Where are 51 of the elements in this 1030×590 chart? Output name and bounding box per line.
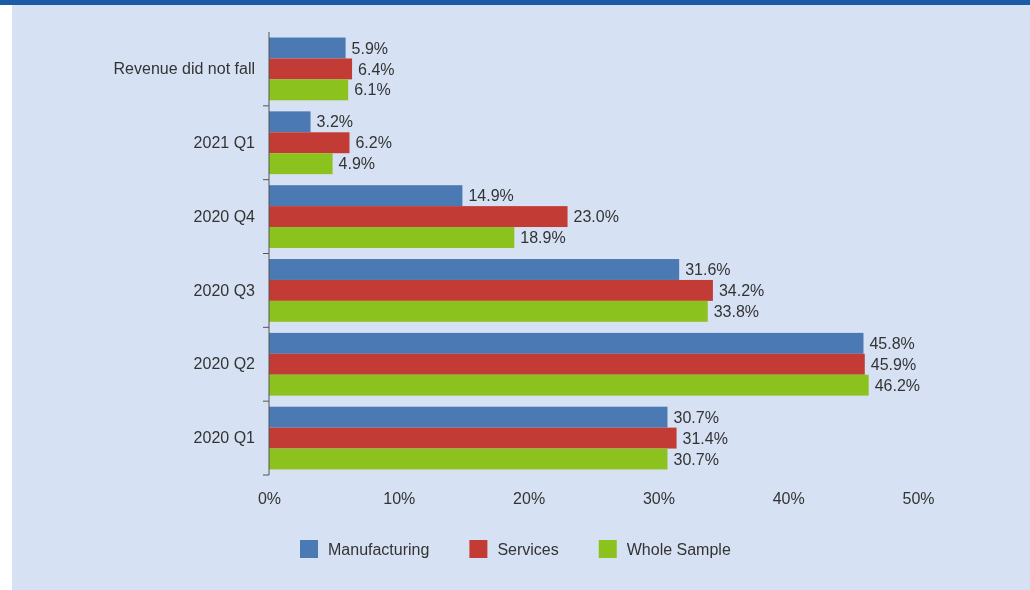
- data-label: 45.9%: [870, 355, 917, 373]
- bar: [269, 300, 708, 322]
- y-tick-label: 2020 Q1: [193, 429, 256, 447]
- x-tick-label: 20%: [513, 490, 546, 508]
- x-tick-label: 30%: [642, 490, 675, 508]
- data-label: 46.2%: [874, 376, 921, 394]
- bar: [269, 353, 865, 375]
- legend-label: Services: [497, 540, 559, 558]
- data-label: 31.6%: [685, 261, 731, 279]
- data-label: 33.8%: [713, 302, 760, 320]
- data-label: 45.8%: [869, 334, 915, 352]
- legend-label: Whole Sample: [626, 540, 731, 558]
- data-label: 6.2%: [355, 134, 392, 152]
- y-tick-label: 2021 Q1: [193, 133, 256, 151]
- data-label: 5.9%: [351, 39, 389, 57]
- y-tick-label: Revenue did not fall: [113, 60, 255, 78]
- bar: [269, 37, 346, 59]
- bar: [269, 279, 713, 301]
- x-tick-label: 10%: [383, 490, 416, 508]
- bar: [269, 259, 680, 280]
- bar: [269, 427, 677, 449]
- bar: [269, 374, 869, 396]
- bar: [269, 227, 515, 248]
- bar: [269, 406, 668, 428]
- data-label: 14.9%: [468, 187, 514, 205]
- x-tick-label: 40%: [772, 490, 805, 508]
- data-label: 6.4%: [358, 60, 395, 78]
- data-label: 31.4%: [682, 429, 728, 447]
- bar: [269, 448, 668, 470]
- data-label: 18.9%: [520, 229, 566, 247]
- data-label: 3.2%: [316, 113, 353, 131]
- bar: [269, 111, 311, 133]
- data-label: 34.2%: [718, 282, 765, 300]
- y-tick-label: 2020 Q4: [193, 207, 256, 225]
- x-tick-label: 50%: [902, 490, 935, 508]
- data-label: 30.7%: [673, 450, 719, 468]
- bar: [269, 58, 353, 80]
- data-label: 30.7%: [673, 408, 719, 426]
- data-label: 6.1%: [354, 81, 391, 99]
- legend-label: Manufacturing: [328, 540, 430, 558]
- bar: [269, 332, 864, 354]
- data-label: 4.9%: [338, 155, 376, 173]
- x-tick-label: 0%: [257, 490, 282, 508]
- y-tick-label: 2020 Q3: [193, 281, 256, 299]
- bar: [269, 132, 350, 154]
- bar: [269, 79, 349, 101]
- bar: [269, 153, 333, 175]
- data-label: 23.0%: [573, 208, 619, 226]
- bar: [269, 185, 463, 207]
- y-tick-label: 2020 Q2: [193, 355, 256, 373]
- bar: [269, 206, 568, 228]
